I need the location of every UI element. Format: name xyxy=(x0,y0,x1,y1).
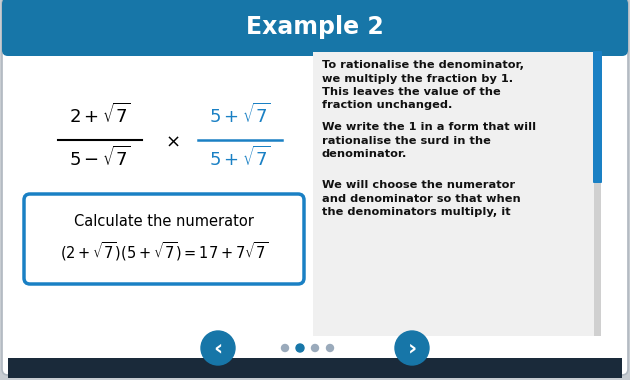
Text: fraction unchanged.: fraction unchanged. xyxy=(322,100,452,111)
Circle shape xyxy=(296,344,304,352)
Text: denominator.: denominator. xyxy=(322,149,408,159)
Text: $5 + \sqrt{7}$: $5 + \sqrt{7}$ xyxy=(209,146,271,170)
Text: To rationalise the denominator,: To rationalise the denominator, xyxy=(322,60,524,70)
Circle shape xyxy=(201,331,235,365)
FancyBboxPatch shape xyxy=(593,51,602,183)
Text: ‹: ‹ xyxy=(214,338,222,358)
Text: Example 2: Example 2 xyxy=(246,15,384,39)
Text: $\times$: $\times$ xyxy=(164,133,180,151)
FancyBboxPatch shape xyxy=(8,35,622,53)
FancyBboxPatch shape xyxy=(313,52,601,336)
Text: rationalise the surd in the: rationalise the surd in the xyxy=(322,136,491,146)
Circle shape xyxy=(282,345,289,352)
FancyBboxPatch shape xyxy=(8,358,622,378)
Circle shape xyxy=(326,345,333,352)
FancyBboxPatch shape xyxy=(2,0,628,56)
Text: we multiply the fraction by 1.: we multiply the fraction by 1. xyxy=(322,73,513,84)
Circle shape xyxy=(311,345,319,352)
Text: $(2 + \sqrt{7})(5 + \sqrt{7}) = 17 + 7\sqrt{7}$: $(2 + \sqrt{7})(5 + \sqrt{7}) = 17 + 7\s… xyxy=(60,241,268,263)
Text: the denominators multiply, it: the denominators multiply, it xyxy=(322,207,511,217)
FancyBboxPatch shape xyxy=(24,194,304,284)
Text: Calculate the numerator: Calculate the numerator xyxy=(74,214,254,230)
Text: This leaves the value of the: This leaves the value of the xyxy=(322,87,501,97)
Circle shape xyxy=(395,331,429,365)
Text: We write the 1 in a form that will: We write the 1 in a form that will xyxy=(322,122,536,132)
Text: $5 - \sqrt{7}$: $5 - \sqrt{7}$ xyxy=(69,146,131,170)
Text: and denominator so that when: and denominator so that when xyxy=(322,193,521,204)
Text: $5 + \sqrt{7}$: $5 + \sqrt{7}$ xyxy=(209,103,271,127)
FancyBboxPatch shape xyxy=(594,52,601,336)
Text: ›: › xyxy=(408,338,416,358)
Text: We will choose the numerator: We will choose the numerator xyxy=(322,180,515,190)
Text: $2 + \sqrt{7}$: $2 + \sqrt{7}$ xyxy=(69,103,131,127)
